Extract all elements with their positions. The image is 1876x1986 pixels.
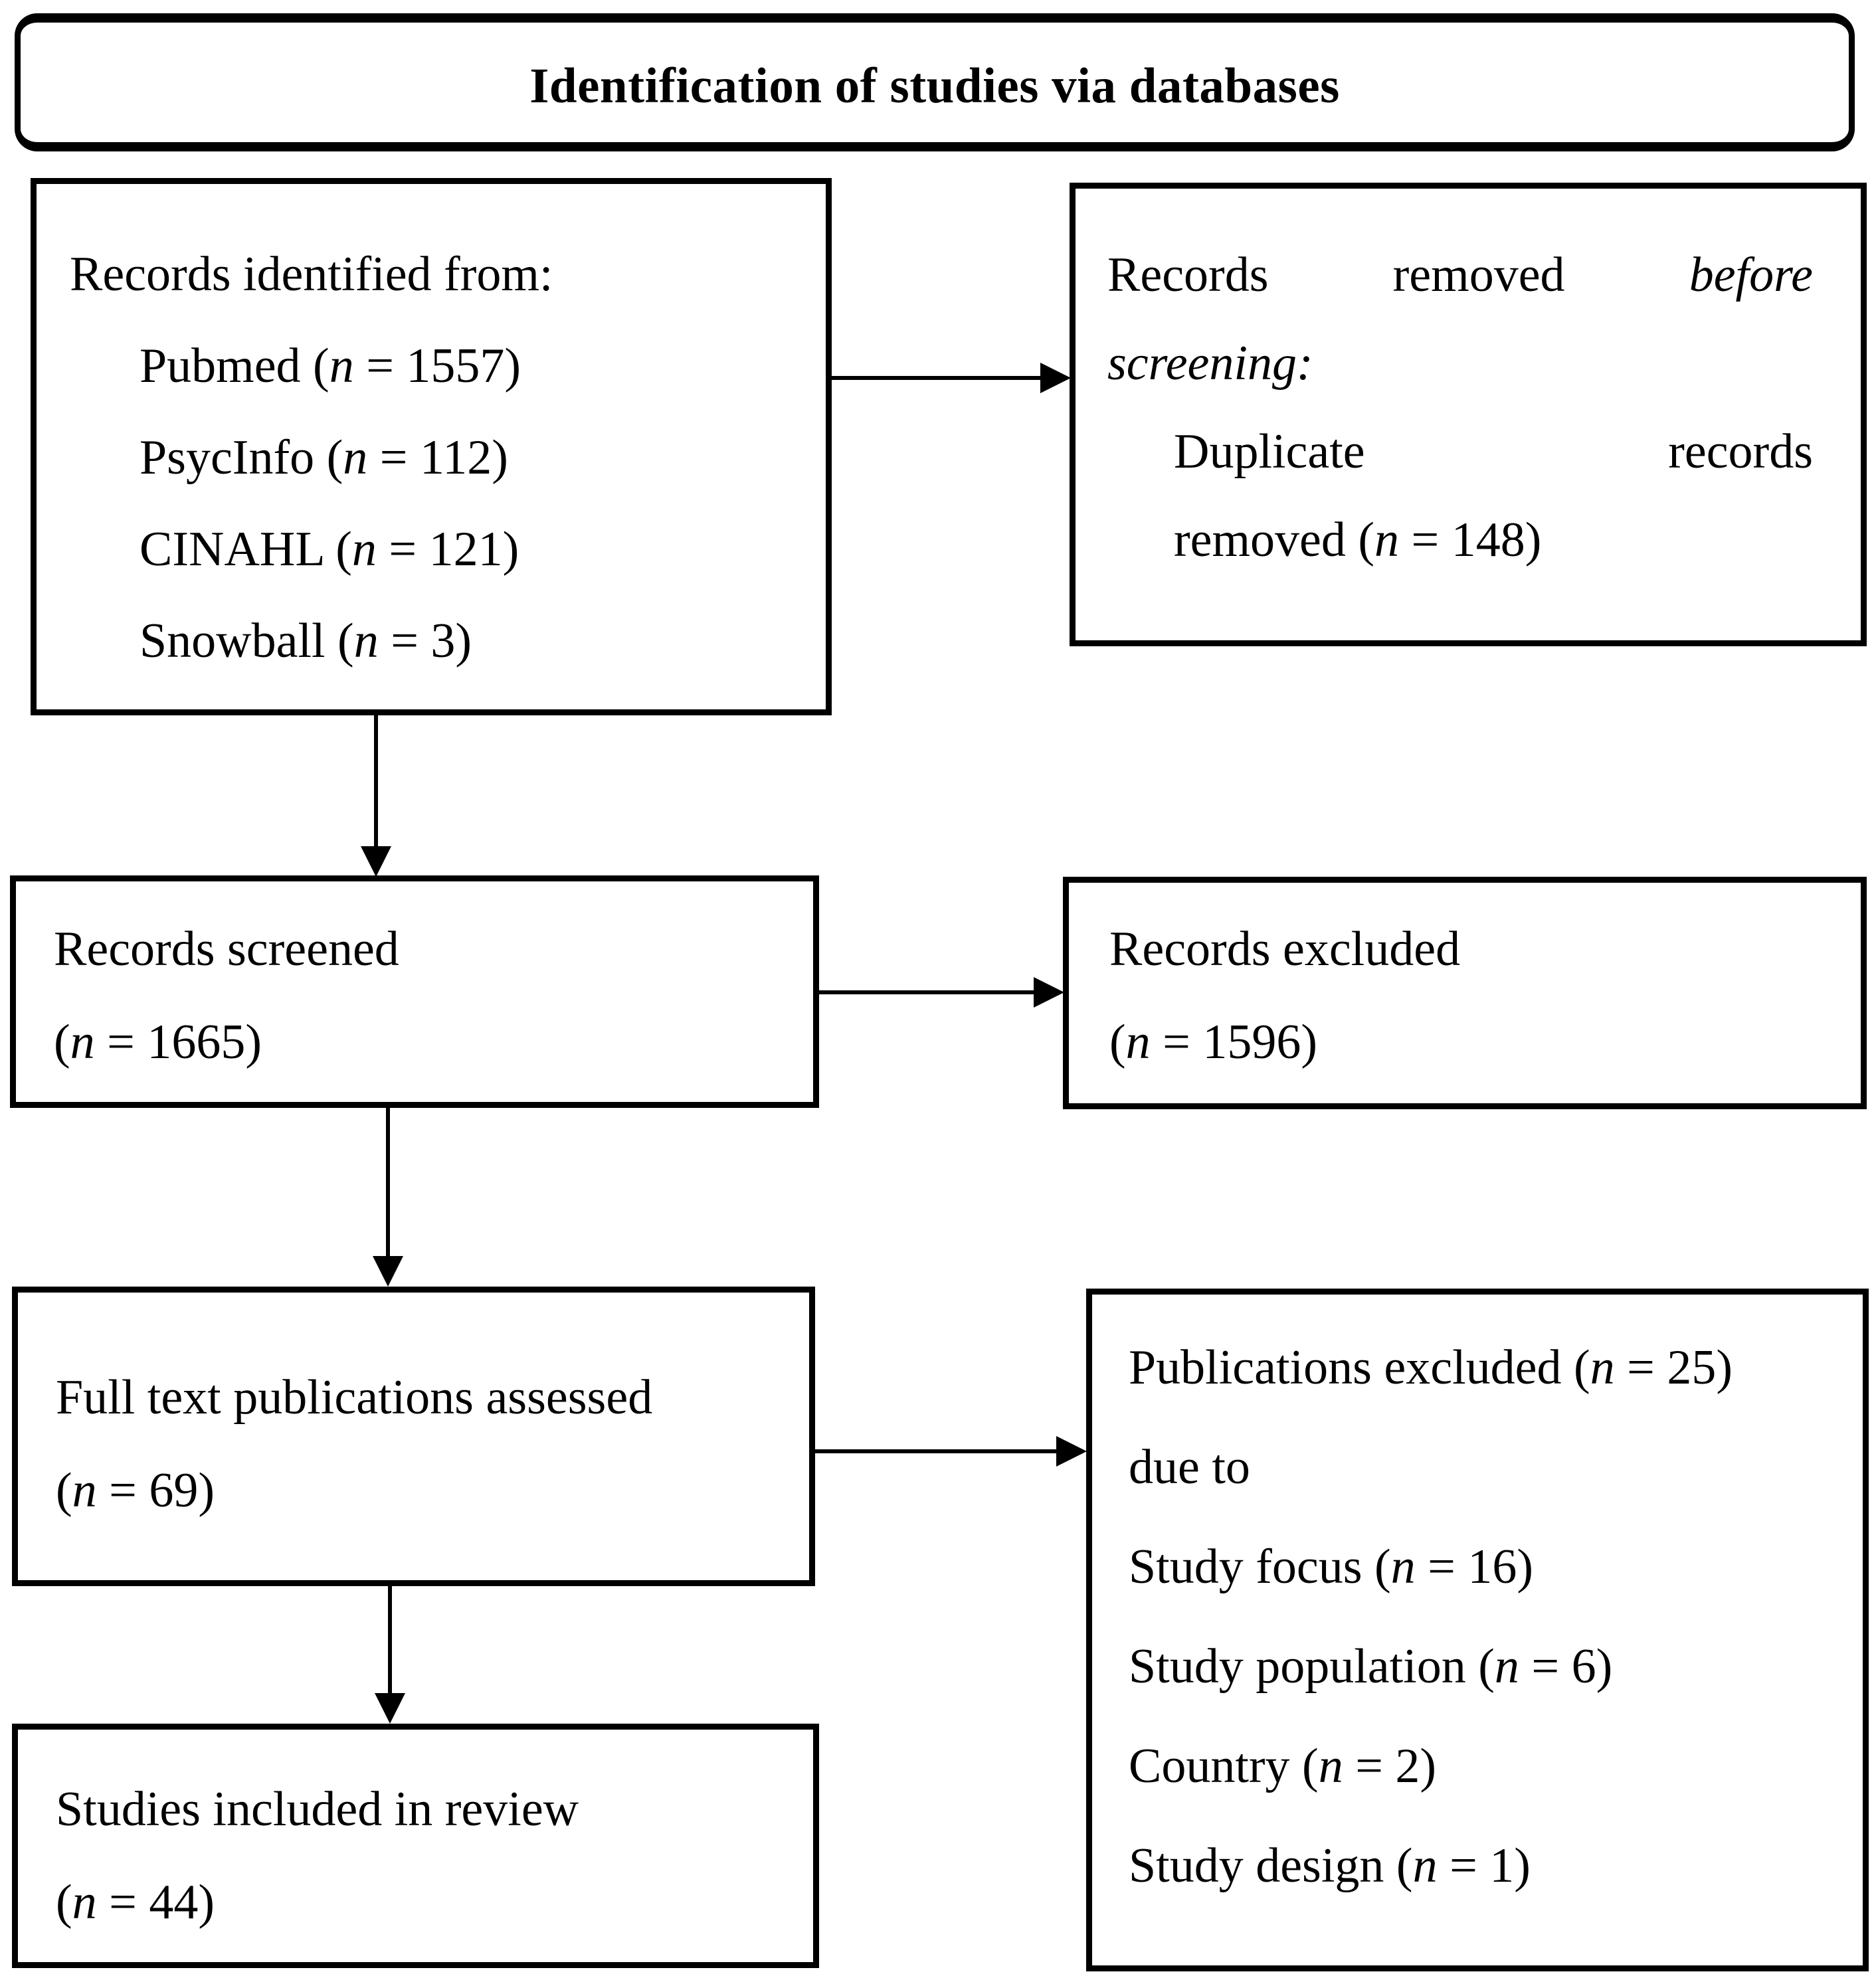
n-symbol: n [329, 339, 354, 393]
count-text: = 6) [1519, 1639, 1613, 1694]
arrow-fulltext-to-pubexcluded [815, 1436, 1087, 1467]
included-label: Studies included in review [56, 1782, 579, 1837]
label-text: ( [56, 1875, 72, 1930]
reason-study-focus: Study focus (n = 16) [1129, 1517, 1836, 1617]
screened-count: (n = 1665) [54, 996, 800, 1089]
n-symbol: n [1412, 1839, 1438, 1893]
records-identified-box: Records identified from: Pubmed (n = 155… [31, 178, 832, 715]
included-count: (n = 44) [56, 1856, 800, 1949]
pub-excluded-line-1: Publications excluded (n = 25) [1129, 1318, 1836, 1417]
removed-line-2: screening: [1107, 319, 1813, 408]
title-box: Identification of studies via databases [15, 13, 1855, 151]
word: records [1668, 424, 1813, 479]
label-text: Study focus ( [1129, 1540, 1391, 1594]
count-text: = 148) [1399, 513, 1542, 567]
n-symbol: n [72, 1463, 97, 1518]
label-text: PsycInfo ( [140, 430, 343, 485]
source-psycinfo: PsycInfo (n = 112) [70, 412, 812, 503]
n-symbol: n [1125, 1015, 1151, 1069]
word: Records [1107, 248, 1269, 302]
n-symbol: n [351, 522, 377, 577]
n-symbol: n [1590, 1340, 1615, 1395]
source-cinahl: CINAHL (n = 121) [70, 503, 812, 595]
reason-study-population: Study population (n = 6) [1129, 1617, 1836, 1716]
n-symbol: n [343, 430, 368, 485]
count-text: = 25) [1614, 1340, 1733, 1395]
label-text: Study design ( [1129, 1839, 1413, 1893]
reason-country: Country (n = 2) [1129, 1716, 1836, 1816]
label-text: Snowball ( [140, 614, 354, 668]
label-text: Publications excluded ( [1129, 1340, 1590, 1395]
n-symbol: n [353, 614, 379, 668]
word: removed [1392, 248, 1565, 302]
diagram-title: Identification of studies via databases [529, 58, 1340, 114]
count-text: = 121) [376, 522, 519, 577]
label-text: ( [56, 1463, 72, 1518]
count-text: = 44) [96, 1875, 215, 1930]
publications-excluded-box: Publications excluded (n = 25) due to St… [1086, 1289, 1869, 1971]
reason-study-design: Study design (n = 1) [1129, 1816, 1836, 1916]
count-text: = 2) [1343, 1739, 1437, 1793]
word: Duplicate [1174, 424, 1365, 479]
n-symbol: n [1390, 1540, 1416, 1594]
label-text: removed ( [1174, 513, 1375, 567]
n-symbol: n [70, 1015, 95, 1069]
arrow-screened-to-excluded [819, 977, 1064, 1008]
fulltext-label: Full text publications assessed [56, 1370, 653, 1425]
label-text: Country ( [1129, 1739, 1319, 1793]
n-symbol: n [1494, 1639, 1519, 1694]
word-italic: screening: [1107, 336, 1313, 391]
count-text: = 69) [96, 1463, 215, 1518]
removed-line-1: Records removed before [1107, 231, 1813, 319]
fulltext-count: (n = 69) [56, 1444, 796, 1537]
records-screened-box: Records screened (n = 1665) [10, 875, 819, 1108]
arrow-identified-to-removed [832, 363, 1071, 393]
label-text: ( [1109, 1015, 1126, 1069]
source-snowball: Snowball (n = 3) [70, 595, 812, 687]
arrow-screened-to-fulltext [373, 1108, 403, 1287]
studies-included-box: Studies included in review (n = 44) [12, 1724, 819, 1968]
records-identified-heading: Records identified from: [70, 247, 553, 302]
label-text: CINAHL ( [140, 522, 352, 577]
count-text: = 3) [378, 614, 472, 668]
arrow-identified-to-screened [361, 715, 391, 877]
records-excluded-box: Records excluded (n = 1596) [1063, 877, 1867, 1109]
word-italic: before [1689, 248, 1813, 302]
count-text: = 112) [367, 430, 508, 485]
count-text: = 1665) [94, 1015, 262, 1069]
n-symbol: n [1374, 513, 1400, 567]
label-text: Study population ( [1129, 1639, 1495, 1694]
full-text-assessed-box: Full text publications assessed (n = 69) [12, 1287, 815, 1586]
removed-line-3: Duplicate records [1174, 408, 1813, 496]
n-symbol: n [72, 1875, 97, 1930]
removed-line-4: removed (n = 148) [1174, 496, 1813, 585]
count-text: = 1557) [353, 339, 521, 393]
count-text: = 16) [1415, 1540, 1534, 1594]
count-text: = 1) [1437, 1839, 1531, 1893]
count-text: = 1596) [1150, 1015, 1318, 1069]
label-text: ( [54, 1015, 70, 1069]
arrow-fulltext-to-included [375, 1586, 405, 1724]
label-text: Pubmed ( [140, 339, 329, 393]
excluded-label: Records excluded [1109, 922, 1461, 976]
n-symbol: n [1318, 1739, 1343, 1793]
records-removed-box: Records removed before screening: Duplicat… [1070, 183, 1867, 646]
source-pubmed: Pubmed (n = 1557) [70, 320, 812, 412]
pub-excluded-line-2: due to [1129, 1440, 1250, 1494]
excluded-count: (n = 1596) [1109, 996, 1847, 1089]
screened-label: Records screened [54, 922, 399, 976]
